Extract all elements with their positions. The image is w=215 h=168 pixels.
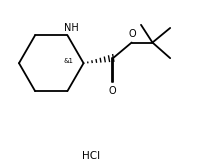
Text: &1: &1 <box>64 58 74 64</box>
Text: NH: NH <box>64 23 78 33</box>
Text: HCl: HCl <box>82 151 100 161</box>
Text: O: O <box>129 29 137 39</box>
Text: O: O <box>109 86 116 96</box>
